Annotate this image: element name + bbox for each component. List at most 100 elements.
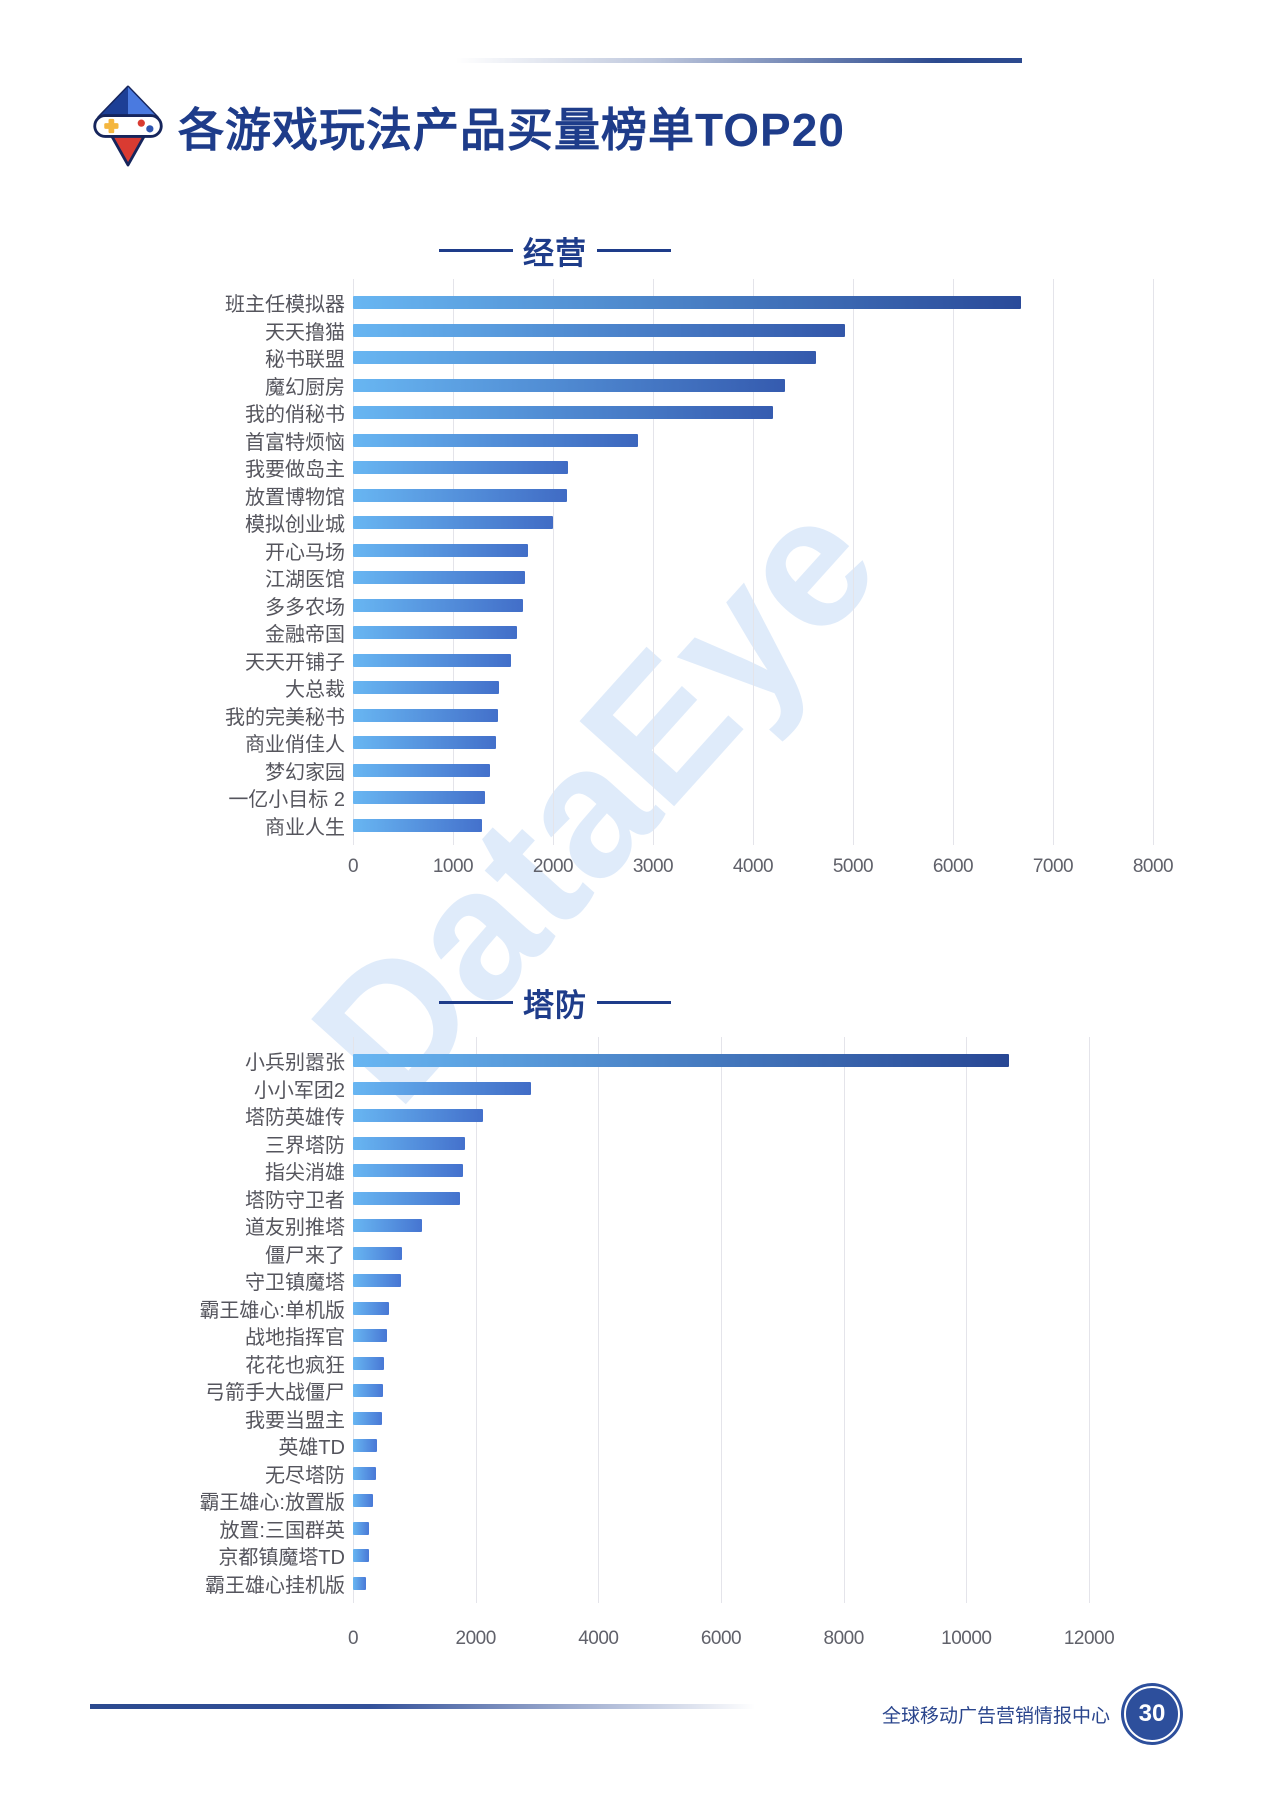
gridline	[1053, 279, 1054, 845]
chart2-title-text: 塔防	[523, 988, 587, 1023]
bar	[353, 488, 567, 502]
bar-row: 放置:三国群英	[145, 1515, 1089, 1543]
x-axis-tick-label: 1000	[432, 856, 474, 877]
bar-row: 塔防英雄传	[145, 1102, 1089, 1130]
bar	[353, 1164, 463, 1178]
x-axis-tick-label: 8000	[1132, 856, 1174, 877]
bar-track	[353, 736, 1153, 750]
x-axis-tick-label: 7000	[1032, 856, 1074, 877]
bar	[353, 1081, 532, 1095]
bar-row: 放置博物馆	[145, 482, 1153, 510]
bar-category-label: 我要当盟主	[245, 1409, 345, 1432]
bar-track	[353, 791, 1153, 805]
bar-track	[353, 1576, 1089, 1590]
gridline	[475, 1037, 477, 1603]
bar	[353, 461, 568, 475]
chart2-gridlines	[353, 1037, 1090, 1603]
bar-row: 大总裁	[145, 674, 1153, 702]
title-dash-right	[597, 1001, 671, 1004]
bar	[353, 791, 485, 805]
x-axis-tick-label: 6000	[932, 856, 974, 877]
bar-category-label: 商业俏佳人	[245, 734, 345, 757]
gridline	[1089, 1037, 1090, 1603]
bar-category-label: 天天撸猫	[265, 321, 345, 344]
bar-track	[353, 1081, 1089, 1095]
bar-row: 天天开铺子	[145, 647, 1153, 675]
chart1-title: 经营	[115, 228, 995, 273]
footer-accent-line	[90, 1704, 790, 1709]
bar-category-label: 一亿小目标 2	[228, 789, 345, 812]
bar-row: 三界塔防	[145, 1130, 1089, 1158]
bar-category-label: 塔防英雄传	[245, 1107, 345, 1130]
x-axis-tick-label: 6000	[700, 1628, 742, 1649]
gridline	[853, 279, 854, 845]
bar-row: 我要当盟主	[145, 1405, 1089, 1433]
x-axis-tick-label: 5000	[832, 856, 874, 877]
bar-row: 战地指挥官	[145, 1322, 1089, 1350]
bar-track	[353, 1439, 1089, 1453]
bar-category-label: 我的完美秘书	[225, 706, 345, 729]
bar-track	[353, 1164, 1089, 1178]
gridline	[953, 279, 954, 845]
bar-track	[353, 323, 1153, 337]
bar	[353, 1246, 403, 1260]
bar	[353, 296, 1021, 310]
bar	[353, 351, 816, 365]
bar	[353, 1054, 1009, 1068]
bar-track	[353, 1521, 1089, 1535]
bar-track	[353, 763, 1153, 777]
bar-category-label: 京都镇魔塔TD	[218, 1547, 345, 1570]
title-dash-left	[439, 249, 513, 252]
gridline	[753, 279, 754, 845]
bar-row: 京都镇魔塔TD	[145, 1542, 1089, 1570]
x-axis-tick-label: 12000	[1063, 1628, 1115, 1649]
x-axis-tick-label: 10000	[941, 1628, 992, 1649]
bar	[353, 571, 525, 585]
bar-category-label: 三界塔防	[265, 1134, 345, 1157]
x-axis-tick-label: 0	[347, 1628, 359, 1649]
footer-org-label: 全球移动广告营销情报中心	[881, 1705, 1110, 1727]
bar-category-label: 秘书联盟	[265, 349, 345, 372]
bar-category-label: 大总裁	[285, 679, 345, 702]
bar-row: 商业人生	[145, 812, 1153, 840]
bar	[353, 818, 482, 832]
bar	[353, 406, 773, 420]
bar-track	[353, 1191, 1089, 1205]
gridline	[598, 1037, 600, 1603]
bar-row: 班主任模拟器	[145, 289, 1153, 317]
chart1-title-text: 经营	[523, 236, 587, 271]
bar-category-label: 英雄TD	[278, 1437, 345, 1460]
gridline	[843, 1037, 845, 1603]
bar-track	[353, 406, 1153, 420]
bar-row: 秘书联盟	[145, 344, 1153, 372]
bar	[353, 1384, 384, 1398]
bar-track	[353, 1356, 1089, 1370]
bar-category-label: 首富特烦恼	[245, 431, 345, 454]
bar-row: 英雄TD	[145, 1432, 1089, 1460]
bar	[353, 1274, 402, 1288]
bar	[353, 1191, 460, 1205]
bar-track	[353, 1219, 1089, 1233]
gridline	[653, 279, 654, 845]
chart2-x-axis: 0 2000 4000 6000 8000 10000 12000	[348, 1628, 1115, 1652]
chart1-plot: 班主任模拟器 天天撸猫 秘书联盟 魔幻厨房 我的俏秘书 首富特烦恼 我要做岛主 放置博物馆 模拟…	[145, 279, 1154, 845]
bar-row: 僵尸来了	[145, 1240, 1089, 1268]
bar	[353, 1329, 388, 1343]
bar-category-label: 霸王雄心挂机版	[205, 1574, 345, 1597]
bar-category-label: 我要做岛主	[245, 459, 345, 482]
chart1-gridlines	[353, 279, 1154, 845]
bar-category-label: 梦幻家园	[265, 761, 345, 784]
bar-track	[353, 708, 1153, 722]
bar-row: 我要做岛主	[145, 454, 1153, 482]
bar-category-label: 商业人生	[265, 816, 345, 839]
chart2-plot: 小兵别嚣张 小小军团2 塔防英雄传 三界塔防 指尖消雄 塔防守卫者 道友别推塔 僵尸来了 守卫镇…	[145, 1037, 1090, 1603]
bar-track	[353, 461, 1153, 475]
bar-category-label: 弓箭手大战僵尸	[205, 1382, 345, 1405]
bar-category-label: 开心马场	[265, 541, 345, 564]
bar-category-label: 霸王雄心:单机版	[199, 1299, 345, 1322]
bar-row: 霸王雄心:单机版	[145, 1295, 1089, 1323]
gridline	[1153, 279, 1154, 845]
bar	[353, 626, 517, 640]
bar-category-label: 我的俏秘书	[245, 404, 345, 427]
